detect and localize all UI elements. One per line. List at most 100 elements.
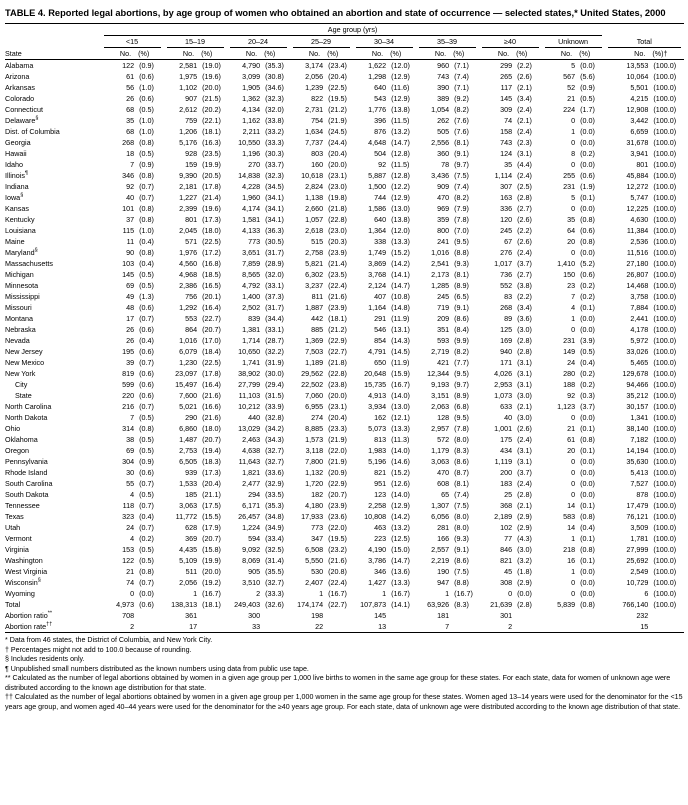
percent-cell: (22.7) <box>328 600 347 610</box>
footnote: ** Calculated as the number of legal abo… <box>5 674 671 692</box>
count-cell: 188 <box>563 380 576 390</box>
state-row: Arizona 61 (0.6) 1,975 (19.6) 3,099 (30.8) 2,05… <box>5 71 684 82</box>
state-name-cell: New Jersey <box>5 347 43 357</box>
count-cell: 2,463 <box>242 435 261 445</box>
count-cell: 7,737 <box>305 138 324 148</box>
percent-cell: (7.5) <box>454 501 469 511</box>
count-cell: 854 <box>374 336 387 346</box>
count-cell: 2 <box>478 621 515 634</box>
count-cell: 759 <box>185 116 198 126</box>
percent-cell: (22.0) <box>328 446 347 456</box>
percent-cell: (11.6) <box>391 83 410 93</box>
percent-cell: (0.0) <box>580 138 595 148</box>
count-cell: 5,501 <box>630 83 649 93</box>
count-cell: 1 <box>571 567 576 577</box>
percent-cell: (21.9) <box>328 457 347 467</box>
count-cell: 7,503 <box>305 347 324 357</box>
count-cell: 803 <box>311 149 324 159</box>
footnote-marker: ¶ <box>24 170 28 177</box>
count-cell: 35 <box>126 116 135 126</box>
percent-cell: (35.5) <box>265 567 284 577</box>
state-name-cell: Dist. of Columbia <box>5 127 60 137</box>
count-cell: 163 <box>500 193 513 203</box>
percent-cell: (18.3) <box>202 457 221 467</box>
percent-cell: (100.0) <box>653 160 677 170</box>
count-cell: 94,466 <box>626 380 649 390</box>
percent-cell: (11.9) <box>391 314 410 324</box>
count-cell: 2,536 <box>630 237 649 247</box>
count-cell: 434 <box>500 446 513 456</box>
count-cell: 907 <box>185 94 198 104</box>
count-cell: 4,638 <box>242 446 261 456</box>
percent-cell: (19.9) <box>202 556 221 566</box>
percent-cell: (9.1) <box>454 545 469 555</box>
percent-cell <box>136 610 163 621</box>
data-table: State Age group (yrs) <15 15–19 20–24 25… <box>5 23 684 634</box>
count-cell: 1,298 <box>368 72 387 82</box>
count-cell: 7,182 <box>630 435 649 445</box>
percent-cell: (100.0) <box>653 303 677 313</box>
percent-cell: (0.6) <box>139 600 154 610</box>
count-cell: 1,196 <box>242 149 261 159</box>
count-cell: 118 <box>122 501 135 511</box>
count-cell: 4 <box>130 490 135 500</box>
count-cell: 4,435 <box>179 545 198 555</box>
state-row: Idaho 7 (0.9) 159 (19.9) 270 (33.7) 160 (20.0) 92… <box>5 159 684 170</box>
count-cell: 2,618 <box>305 226 324 236</box>
percent-cell: (11.3) <box>391 435 410 445</box>
count-cell: 2,056 <box>179 578 198 588</box>
count-cell: 1,905 <box>242 83 261 93</box>
percent-cell: (0.8) <box>580 215 595 225</box>
count-cell: 876 <box>374 127 387 137</box>
count-cell: 3,436 <box>431 171 450 181</box>
percent-cell: (17.3) <box>202 215 221 225</box>
percent-cell: (13.1) <box>391 325 410 335</box>
percent-cell: (19.9) <box>202 160 221 170</box>
percent-cell: (8.4) <box>454 325 469 335</box>
footnote: ¶ Unpublished small numbers distributed … <box>5 664 309 673</box>
count-cell: 26 <box>126 94 135 104</box>
percent-cell: (100.0) <box>653 149 677 159</box>
state-name-cell: Rhode Island <box>5 468 48 478</box>
percent-cell: (22.9) <box>328 479 347 489</box>
percent-cell: (11.9) <box>391 358 410 368</box>
count-cell: 3,941 <box>630 149 649 159</box>
count-cell: 1,976 <box>179 248 198 258</box>
percent-cell: (0.0) <box>580 589 595 599</box>
percent-cell: (20.7) <box>202 325 221 335</box>
percent-cell: (23.5) <box>202 149 221 159</box>
percent-cell: (21.5) <box>202 94 221 104</box>
no-col-header: No. <box>163 48 200 61</box>
count-cell: 262 <box>437 116 450 126</box>
percent-cell: (1.3) <box>139 292 154 302</box>
percent-cell: (20.7) <box>202 435 221 445</box>
percent-cell <box>577 621 605 634</box>
percent-cell: (100.0) <box>653 424 677 434</box>
count-cell: 4,134 <box>242 105 261 115</box>
count-cell: 1,586 <box>368 204 387 214</box>
count-cell: 0 <box>571 116 576 126</box>
count-cell: 103 <box>122 259 135 269</box>
count-cell: 2,719 <box>431 347 450 357</box>
percent-cell: (18.5) <box>202 270 221 280</box>
count-cell: 2,063 <box>431 402 450 412</box>
percent-cell: (1.8) <box>517 567 532 577</box>
percent-cell: (19.4) <box>202 446 221 456</box>
percent-cell: (0.5) <box>139 556 154 566</box>
count-cell: 3,063 <box>431 457 450 467</box>
count-cell: 124 <box>500 149 513 159</box>
count-cell: 7 <box>415 621 452 634</box>
percent-cell: (3.1) <box>517 457 532 467</box>
percent-cell: (0.9) <box>139 160 154 170</box>
count-cell: 2,407 <box>305 578 324 588</box>
count-cell: 12,908 <box>626 105 649 115</box>
percent-cell: (22.5) <box>328 83 347 93</box>
count-cell: 4,973 <box>116 600 135 610</box>
percent-cell: (0.8) <box>139 204 154 214</box>
state-row: Arkansas 56 (1.0) 1,102 (20.0) 1,905 (34.6) 1,2… <box>5 82 684 93</box>
percent-cell: (21.9) <box>328 435 347 445</box>
count-cell: 442 <box>311 314 324 324</box>
count-cell: 224 <box>563 105 576 115</box>
count-cell: 773 <box>311 523 324 533</box>
count-cell: 511 <box>185 567 198 577</box>
